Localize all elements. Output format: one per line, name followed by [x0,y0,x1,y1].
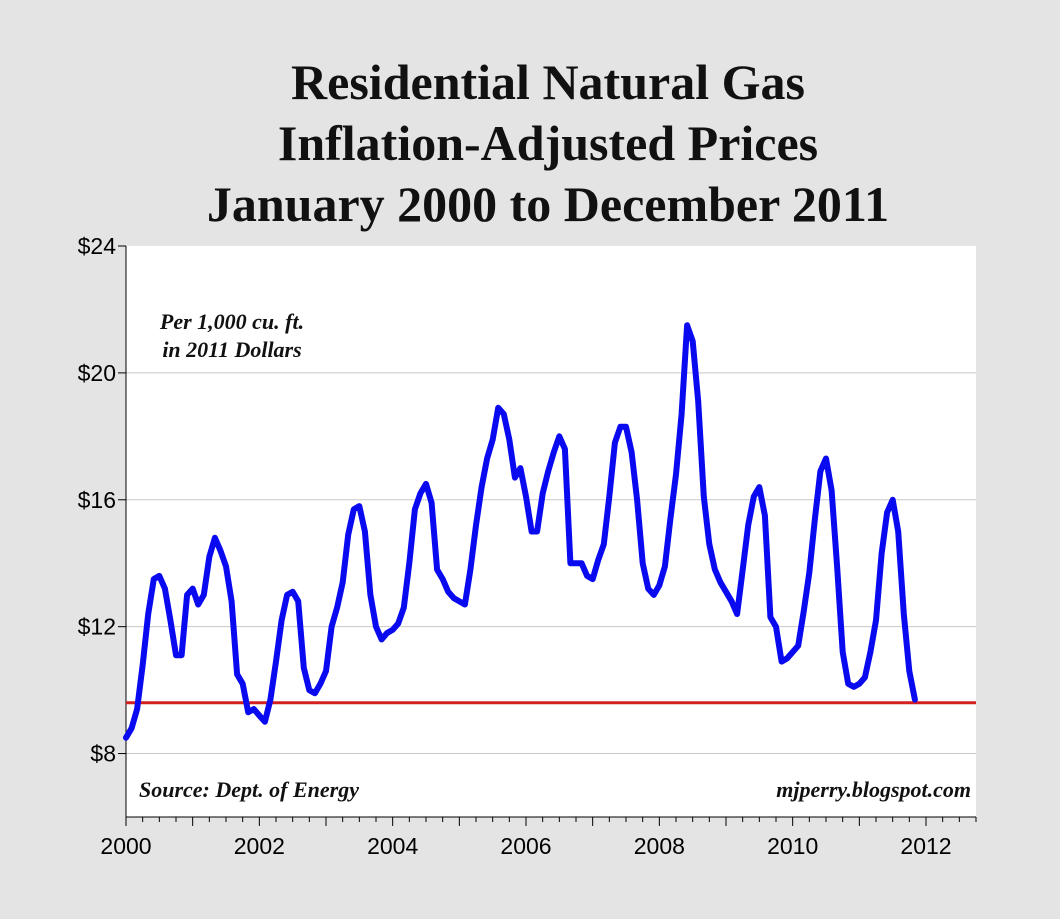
y-tick-label: $20 [78,360,116,386]
y-tick-label: $24 [78,233,117,259]
x-tick-label: 2004 [367,833,418,859]
credit-note: mjperry.blogspot.com [776,777,971,802]
source-note: Source: Dept. of Energy [139,777,359,802]
x-tick-label: 2012 [900,833,951,859]
x-axis-ticks: 2000 2002 2004 2006 2008 2010 2012 [100,817,977,859]
y-axis-ticks: $24 $20 $16 $12 $8 [78,233,126,767]
y-tick-label: $12 [78,614,116,640]
x-tick-label: 2002 [234,833,285,859]
title-line-1: Residential Natural Gas [291,54,805,110]
x-tick-label: 2006 [500,833,551,859]
unit-note-line-2: in 2011 Dollars [162,337,301,362]
chart-title: Residential Natural Gas Inflation-Adjust… [0,52,1060,235]
x-tick-label: 2008 [634,833,685,859]
x-tick-label: 2010 [767,833,818,859]
unit-note-line-1: Per 1,000 cu. ft. [159,309,304,334]
axes [125,246,976,818]
y-tick-label: $8 [90,741,116,767]
series-line-natural-gas-price [123,322,918,741]
title-line-3: January 2000 to December 2011 [206,176,890,232]
title-line-2: Inflation-Adjusted Prices [277,115,819,171]
x-tick-label: 2000 [100,833,151,859]
y-tick-label: $16 [78,487,116,513]
